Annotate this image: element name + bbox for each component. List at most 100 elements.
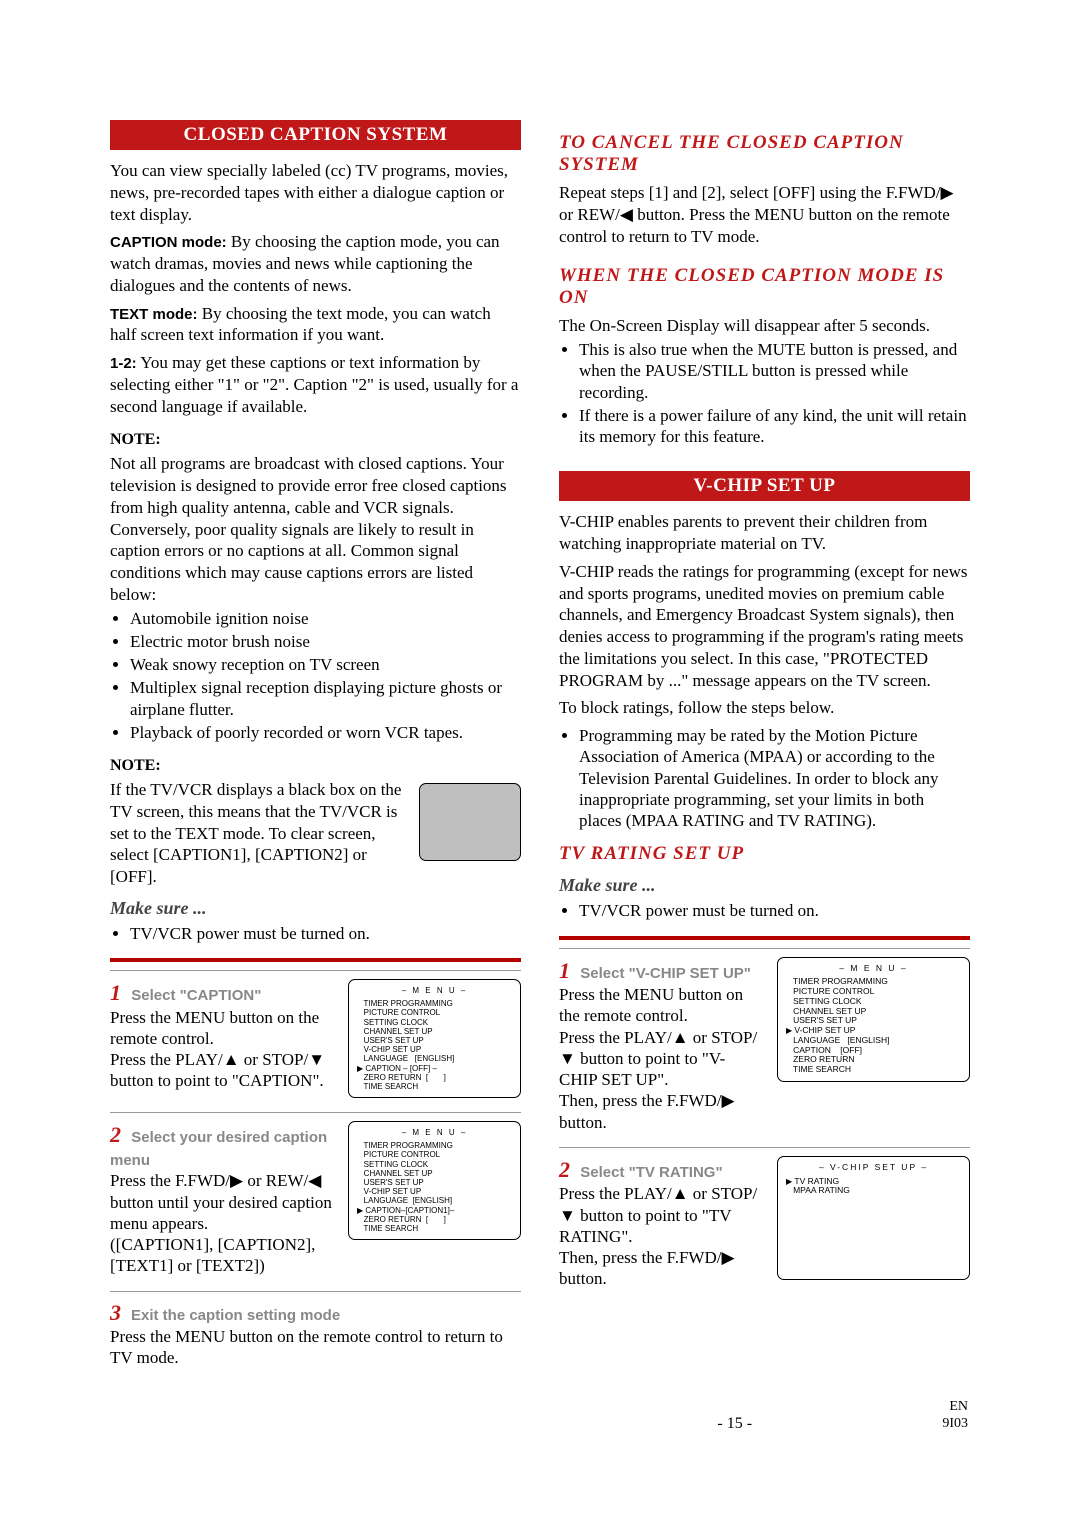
text-mode-label: TEXT mode: [110, 306, 198, 323]
step-body: Press the MENU button on the remote cont… [110, 1326, 521, 1370]
menu-box-r1: – M E N U – TIMER PROGRAMMING PICTURE CO… [777, 957, 970, 1082]
list-item: If there is a power failure of any kind,… [579, 405, 970, 448]
step-heading: 2 Select "TV RATING" [559, 1156, 763, 1184]
footer-lang: EN [942, 1399, 968, 1416]
note2-head: NOTE: [110, 757, 521, 775]
step-num: 2 [559, 1157, 570, 1182]
closed-caption-banner: CLOSED CAPTION SYSTEM [110, 120, 521, 150]
manual-page: CLOSED CAPTION SYSTEM You can view speci… [0, 0, 1080, 1493]
step-body-3: Then, press the F.FWD/▶ button. [559, 1090, 763, 1133]
makesure-head-right: Make sure ... [559, 875, 970, 896]
menu-box-2: – M E N U – TIMER PROGRAMMING PICTURE CO… [348, 1121, 521, 1240]
makesure-bullets-right: TV/VCR power must be turned on. [559, 900, 970, 921]
step-num: 3 [110, 1300, 121, 1325]
makesure-bullets-left: TV/VCR power must be turned on. [110, 923, 521, 944]
menu-item: TIMER PROGRAMMING [357, 999, 512, 1008]
menu-item: LANGUAGE [ENGLISH] [357, 1196, 512, 1205]
makesure-bullet-left: TV/VCR power must be turned on. [130, 923, 521, 944]
menu-item: TIME SEARCH [786, 1065, 961, 1075]
step-body-1: Press the F.FWD/▶ or REW/◀ button until … [110, 1170, 334, 1234]
one-two-text: You may get these captions or text infor… [110, 353, 518, 416]
menu-item: LANGUAGE [ENGLISH] [357, 1054, 512, 1063]
page-footer: - 15 - EN 9I03 [110, 1399, 970, 1433]
menu-title: – M E N U – [357, 1128, 512, 1137]
menu-item: PICTURE CONTROL [357, 1150, 512, 1159]
step-body-1: Press the MENU button on the remote cont… [110, 1007, 334, 1050]
menu-item: SETTING CLOCK [357, 1160, 512, 1169]
menu-item: CHANNEL SET UP [357, 1027, 512, 1036]
menu-item: TIME SEARCH [357, 1082, 512, 1091]
cancel-head: TO CANCEL THE CLOSED CAPTION SYSTEM [559, 132, 970, 176]
menu-item: TIMER PROGRAMMING [357, 1141, 512, 1150]
menu-item: USER'S SET UP [357, 1036, 512, 1045]
menu-box-1: – M E N U – TIMER PROGRAMMING PICTURE CO… [348, 979, 521, 1098]
makesure-head-left: Make sure ... [110, 898, 521, 919]
step-text: 2 Select "TV RATING" Press the PLAY/▲ or… [559, 1156, 763, 1290]
menu-item: ZERO RETURN [ ] [357, 1215, 512, 1224]
divider [559, 1147, 970, 1148]
step-row: 2 Select "TV RATING" Press the PLAY/▲ or… [559, 1156, 970, 1290]
divider [559, 948, 970, 949]
step-num: 1 [559, 958, 570, 983]
step-body-1: Press the MENU button on the remote cont… [559, 984, 763, 1027]
left-column: CLOSED CAPTION SYSTEM You can view speci… [110, 120, 521, 1369]
step-title: Select "TV RATING" [580, 1164, 722, 1181]
text-mode-para: TEXT mode: By choosing the text mode, yo… [110, 303, 521, 347]
menu-title: – M E N U – [357, 986, 512, 995]
note1-head: NOTE: [110, 431, 521, 449]
vchip-p2: V-CHIP reads the ratings for programming… [559, 561, 970, 692]
vchip-bullet: Programming may be rated by the Motion P… [579, 725, 970, 831]
right-step1: 1 Select "V-CHIP SET UP" Press the MENU … [559, 936, 970, 1133]
when-bullets: This is also true when the MUTE button i… [559, 339, 970, 447]
when-body: The On-Screen Display will disappear aft… [559, 315, 970, 337]
step-body-2: ([CAPTION1], [CAPTION2], [TEXT1] or [TEX… [110, 1234, 334, 1277]
vchip-banner: V-CHIP SET UP [559, 471, 970, 501]
menu-item: TIME SEARCH [357, 1224, 512, 1233]
vchip-body: V-CHIP enables parents to prevent their … [559, 511, 970, 719]
cc-intro-text: You can view specially labeled (cc) TV p… [110, 160, 521, 225]
menu-item: CAPTION – [OFF] – [357, 1064, 512, 1073]
note2-body-wrap: If the TV/VCR displays a black box on th… [110, 779, 521, 888]
step-heading: 2 Select your desired caption menu [110, 1121, 334, 1170]
list-item: Automobile ignition noise [130, 608, 521, 629]
footer-code: 9I03 [942, 1416, 968, 1433]
note1-body: Not all programs are broadcast with clos… [110, 453, 521, 605]
cancel-body: Repeat steps [1] and [2], select [OFF] u… [559, 182, 970, 247]
step-text: 1 Select "CAPTION" Press the MENU button… [110, 979, 334, 1092]
two-columns: CLOSED CAPTION SYSTEM You can view speci… [110, 120, 970, 1369]
left-step3: 3 Exit the caption setting mode Press th… [110, 1291, 521, 1370]
page-number: - 15 - [527, 1415, 942, 1433]
step-num: 1 [110, 980, 121, 1005]
rule [110, 958, 521, 966]
right-column: TO CANCEL THE CLOSED CAPTION SYSTEM Repe… [559, 120, 970, 1369]
step-text: 2 Select your desired caption menu Press… [110, 1121, 334, 1277]
step-body-2: Then, press the F.FWD/▶ button. [559, 1247, 763, 1290]
grey-screen-box [419, 783, 521, 861]
caption-mode-para: CAPTION mode: By choosing the caption mo… [110, 231, 521, 296]
step-heading: 1 Select "CAPTION" [110, 979, 334, 1007]
menu-item: USER'S SET UP [357, 1178, 512, 1187]
step-num: 2 [110, 1122, 121, 1147]
one-two-label: 1-2: [110, 355, 137, 372]
menu-box-r2: – V-CHIP SET UP –TV RATING MPAA RATING [777, 1156, 970, 1280]
cc-intro: You can view specially labeled (cc) TV p… [110, 160, 521, 417]
step-row: 2 Select your desired caption menu Press… [110, 1121, 521, 1277]
menu-title: – M E N U – [786, 964, 961, 974]
vchip-p1: V-CHIP enables parents to prevent their … [559, 511, 970, 555]
left-step2: 2 Select your desired caption menu Press… [110, 1112, 521, 1277]
list-item: Multiplex signal reception displaying pi… [130, 677, 521, 720]
note1-bullets: Automobile ignition noiseElectric motor … [110, 608, 521, 744]
one-two-para: 1-2: You may get these captions or text … [110, 352, 521, 417]
when-head: WHEN THE CLOSED CAPTION MODE IS ON [559, 265, 970, 309]
menu-item: CAPTION–[CAPTION1]– [357, 1206, 512, 1215]
step-title: Select your desired caption menu [110, 1129, 327, 1169]
menu-item: PICTURE CONTROL [357, 1008, 512, 1017]
step-title: Exit the caption setting mode [131, 1307, 340, 1324]
menu-title: – V-CHIP SET UP – [786, 1163, 961, 1173]
list-item: This is also true when the MUTE button i… [579, 339, 970, 403]
step-heading: 1 Select "V-CHIP SET UP" [559, 957, 763, 985]
left-step1: 1 Select "CAPTION" Press the MENU button… [110, 958, 521, 1098]
menu-item: V-CHIP SET UP [357, 1045, 512, 1054]
menu-item: ZERO RETURN [ ] [357, 1073, 512, 1082]
step-row: 1 Select "CAPTION" Press the MENU button… [110, 979, 521, 1098]
